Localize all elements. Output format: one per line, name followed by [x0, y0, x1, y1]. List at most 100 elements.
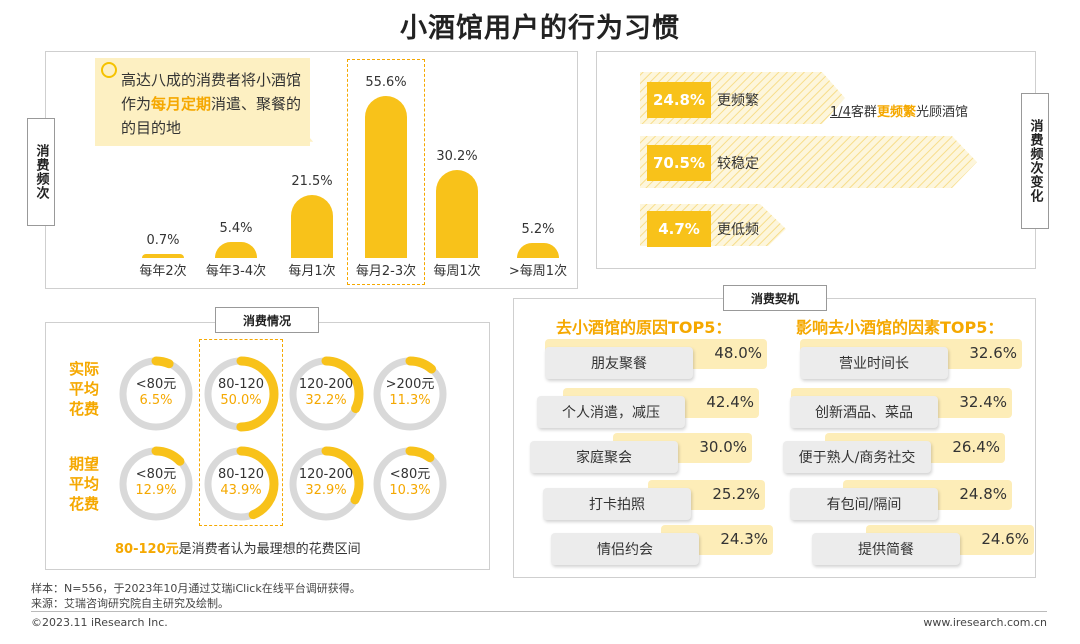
- spend-ring-category: <80元: [135, 467, 177, 482]
- actual-spend-label: 实际 平均 花费: [64, 359, 104, 419]
- top5-value-label: 32.6%: [969, 344, 1017, 362]
- copyright: ©2023.11 iResearch Inc.: [31, 616, 168, 629]
- top5-value-label: 42.4%: [706, 393, 754, 411]
- spending-footnote: 80-120元是消费者认为最理想的花费区间: [115, 538, 361, 557]
- spend-ring-label: <80元 6.5%: [116, 377, 196, 409]
- spend-ring-arc: [203, 446, 279, 522]
- frequency-highlight-box: [347, 59, 425, 285]
- spend-ring-percent: 43.9%: [220, 483, 262, 498]
- change-label-more: 更频繁: [717, 93, 759, 109]
- callout-text-post: 消遣、聚餐的的目的地: [121, 95, 302, 137]
- top5-category-label: 个人消遣，减压: [537, 396, 685, 428]
- source-note: 来源：艾瑞咨询研究院自主研究及绘制。: [31, 597, 229, 610]
- frequency-bar: [291, 195, 333, 258]
- top5-category-label: 提供简餐: [812, 533, 960, 565]
- frequency-bar: [436, 170, 478, 258]
- frequency-category-label: >每周1次: [508, 264, 568, 279]
- frequency-value-label: 21.5%: [291, 174, 333, 190]
- change-value-stable: 70.5%: [647, 145, 711, 181]
- frequency-bar: [142, 254, 184, 258]
- expected-label-line-1: 期望: [68, 455, 99, 473]
- frequency-bar: [365, 96, 407, 258]
- top5-value-label: 32.4%: [959, 393, 1007, 411]
- spend-ring-percent: 10.3%: [389, 483, 431, 498]
- top5-category-label: 打卡拍照: [543, 488, 691, 520]
- top5-category-label: 家庭聚会: [530, 441, 678, 473]
- change-label-less: 更低频: [717, 222, 759, 238]
- spend-ring-percent: 50.0%: [220, 393, 262, 408]
- spend-ring-label: <80元 12.9%: [116, 467, 196, 499]
- spend-ring-percent: 32.2%: [305, 393, 347, 408]
- change-value-more: 24.8%: [647, 82, 711, 118]
- frequency-value-label: 30.2%: [436, 149, 478, 164]
- expected-spend-label: 期望 平均 花费: [64, 454, 104, 514]
- frequency-value-label: 55.6%: [365, 75, 407, 90]
- frequency-callout: 高达八成的消费者将小酒馆作为每月定期消遣、聚餐的的目的地: [95, 58, 310, 146]
- top5-category-label: 创新酒品、菜品: [790, 396, 938, 428]
- frequency-category-label: 每月2-3次: [355, 264, 417, 279]
- spend-ring: [372, 356, 448, 432]
- spending-footnote-rest: 是消费者认为最理想的花费区间: [178, 542, 361, 557]
- callout-text-pre: 高达八成的消费者将小酒馆作为: [121, 71, 302, 113]
- top5-value-label: 30.0%: [699, 438, 747, 456]
- spend-ring-percent: 12.9%: [135, 483, 177, 498]
- top5-category-label: 情侣约会: [551, 533, 699, 565]
- spend-ring-percent: 11.3%: [389, 393, 431, 408]
- change-row-less: 4.7% 更低频: [647, 209, 759, 249]
- spend-ring-label: 120-200 32.9%: [286, 467, 366, 499]
- change-note-post: 光顾酒馆: [915, 105, 968, 120]
- frequency-bar: [215, 242, 257, 258]
- spend-ring: [203, 356, 279, 432]
- expected-label-line-3: 花费: [68, 495, 99, 513]
- page-title: 小酒馆用户的行为习惯: [400, 13, 680, 44]
- spend-ring: [288, 356, 364, 432]
- change-row-stable: 70.5% 较稳定: [647, 143, 759, 183]
- actual-label-line-2: 平均: [68, 380, 99, 398]
- top5-value-label: 24.3%: [720, 530, 768, 548]
- frequency-value-label: 0.7%: [146, 233, 180, 248]
- website: www.iresearch.com.cn: [923, 616, 1047, 629]
- frequency-vertical-label: 消费频次: [27, 118, 55, 226]
- spend-ring-arc: [288, 356, 364, 432]
- change-note-fraction: 1/4: [830, 105, 851, 120]
- spend-ring-label: <80元 10.3%: [370, 467, 450, 499]
- top5-value-label: 24.6%: [981, 530, 1029, 548]
- actual-label-line-1: 实际: [68, 360, 99, 378]
- frequency-category-label: 每月1次: [288, 264, 336, 279]
- frequency-value-label: 5.2%: [521, 221, 555, 237]
- change-arrow-stable: [640, 136, 977, 188]
- spend-ring-category: 120-200: [298, 467, 354, 482]
- change-note-pre: 客群: [850, 105, 877, 120]
- spend-ring: [203, 446, 279, 522]
- top5-category-label: 朋友聚餐: [545, 347, 693, 379]
- spend-ring-percent: 6.5%: [139, 393, 173, 408]
- spending-tag: 消费情况: [215, 307, 319, 333]
- spend-ring-arc: [372, 446, 448, 522]
- change-label-stable: 较稳定: [717, 156, 759, 172]
- spend-ring-category: >200元: [385, 377, 435, 392]
- spend-ring-arc: [203, 356, 279, 432]
- top5-value-label: 26.4%: [952, 438, 1000, 456]
- frequency-value-label: 5.4%: [219, 221, 253, 237]
- spend-ring-arc: [118, 356, 194, 432]
- spend-ring-label: >200元 11.3%: [370, 377, 450, 409]
- top5-value-label: 48.0%: [714, 344, 762, 362]
- spend-ring: [118, 446, 194, 522]
- spend-ring-category: 80-120: [217, 377, 265, 392]
- spend-ring-label: 120-200 32.2%: [286, 377, 366, 409]
- motive-tag: 消费契机: [723, 285, 827, 311]
- change-row-more: 24.8% 更频繁: [647, 80, 759, 120]
- frequency-category-label: 每年2次: [139, 264, 187, 279]
- top5-value-label: 24.8%: [959, 485, 1007, 503]
- spend-ring-arc: [372, 356, 448, 432]
- spend-ring: [288, 446, 364, 522]
- spend-ring-arc: [288, 446, 364, 522]
- spending-footnote-highlight: 80-120元: [115, 542, 179, 557]
- frequency-bar: [517, 242, 559, 258]
- spend-ring-category: <80元: [135, 377, 177, 392]
- change-note: 1/4客群更频繁光顾酒馆: [830, 101, 968, 120]
- expected-label-line-2: 平均: [68, 475, 99, 493]
- spend-ring-category: 120-200: [298, 377, 354, 392]
- footer-divider: [31, 611, 1047, 612]
- callout-text-highlight: 每月定期: [151, 95, 212, 113]
